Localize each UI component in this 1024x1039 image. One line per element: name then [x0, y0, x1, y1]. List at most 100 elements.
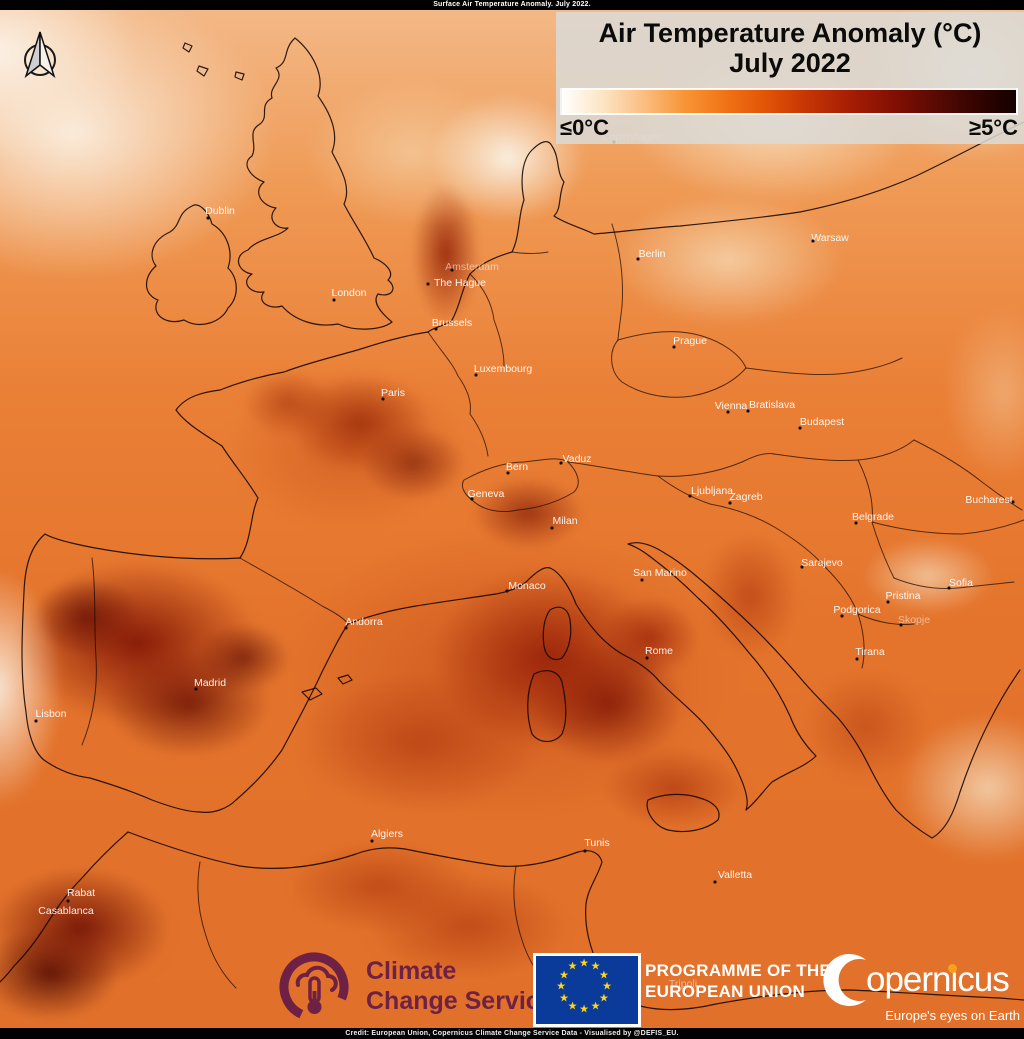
border-pyrenees	[239, 557, 349, 625]
city-label-tunis: Tunis	[584, 837, 610, 849]
coast-isles	[182, 42, 245, 81]
city-label-andorra: Andorra	[345, 616, 383, 628]
eu-star-icon: ★	[590, 1000, 601, 1013]
city-label-bern: Bern	[505, 461, 529, 473]
city-dot-bratislava	[746, 409, 750, 413]
legend-color-bar	[560, 88, 1018, 115]
eu-star-icon: ★	[598, 969, 609, 981]
eu-star-icon: ★	[556, 980, 566, 993]
city-dot-bern	[506, 471, 510, 475]
city-dot-vaduz	[559, 461, 563, 465]
coast-iberia	[21, 533, 349, 813]
climate-change-service-logo: Climate Change Service	[276, 945, 554, 1027]
city-label-warsaw: Warsaw	[811, 232, 849, 244]
copernicus-wordmark: opernicus	[866, 960, 1010, 999]
city-label-london: London	[331, 287, 367, 299]
city-label-the-hague: The Hague	[434, 277, 486, 289]
legend-box: Air Temperature Anomaly (°C) July 2022 ≤…	[556, 12, 1024, 144]
eu-star-icon: ★	[559, 969, 570, 981]
eu-programme-line2: EUROPEAN UNION	[645, 982, 806, 1001]
copernicus-crescent-icon	[823, 954, 866, 1006]
border-denmark-germany	[511, 251, 549, 254]
city-dot-zagreb	[728, 501, 732, 505]
coast-med-italy-balkans	[347, 542, 1021, 839]
border-portugal-spain	[81, 557, 97, 746]
city-label-budapest: Budapest	[799, 416, 845, 428]
city-label-milan: Milan	[552, 515, 578, 527]
city-dot-rabat	[66, 899, 70, 903]
eu-programme-text: PROGRAMME OF THE EUROPEAN UNION	[645, 960, 831, 1002]
top-title-bar: Surface Air Temperature Anomaly. July 20…	[0, 0, 1024, 10]
eu-star-icon: ★	[559, 992, 570, 1004]
eu-star-icon: ★	[590, 960, 601, 973]
eu-star-icon: ★	[579, 1003, 589, 1016]
border-romania-south	[871, 519, 1024, 535]
c3s-logo-text-line1: Climate	[366, 957, 457, 985]
city-label-amsterdam: Amsterdam	[445, 261, 499, 273]
border-hungary	[773, 439, 915, 462]
city-label-vaduz: Vaduz	[562, 453, 592, 465]
legend-range-labels: ≤0°C ≥5°C	[560, 115, 1018, 141]
credit-bar: Credit: European Union, Copernicus Clima…	[0, 1028, 1024, 1039]
city-label-tripoli: Tripoli	[668, 978, 698, 990]
city-dot-luxembourg	[474, 373, 478, 377]
city-dot-amsterdam	[450, 268, 454, 272]
coast-corsica	[542, 606, 572, 661]
city-dot-dublin	[206, 216, 210, 220]
city-dot-geneva	[470, 497, 474, 501]
eu-star-icon: ★	[567, 1000, 578, 1013]
border-bulgaria-greece	[893, 577, 1015, 589]
city-label-sarajevo: Sarajevo	[801, 557, 843, 569]
city-label-luxembourg: Luxembourg	[473, 363, 533, 375]
temperature-anomaly-map: Dublin London Amsterdam The Hague Brussels Lu…	[0, 10, 1024, 1028]
city-dot-lisbon	[34, 719, 38, 723]
border-germany-poland	[611, 223, 623, 341]
border-france-germany	[427, 331, 489, 457]
legend-max-label: ≥5°C	[969, 115, 1018, 140]
border-netherlands-germany	[469, 273, 505, 367]
legend-min-label: ≤0°C	[560, 115, 609, 140]
eu-programme-line1: PROGRAMME OF THE	[645, 961, 832, 980]
city-dot-andorra	[344, 626, 348, 630]
city-dot-ljubljana	[688, 494, 692, 498]
copernicus-logo: opernicus Europe's eyes on Earth	[820, 952, 1024, 1023]
city-label-algiers: Algiers	[370, 828, 404, 840]
city-dot-san-marino	[640, 578, 644, 582]
city-label-belgrade: Belgrade	[851, 511, 895, 523]
city-label-lisbon: Lisbon	[35, 708, 67, 720]
city-dot-the-hague	[426, 282, 430, 286]
city-dot-podgorica	[840, 614, 844, 618]
c3s-logo-text-line2: Change Service	[366, 987, 554, 1015]
city-label-pristina: Pristina	[885, 590, 921, 602]
city-dot-sarajevo	[800, 565, 804, 569]
border-czechia	[611, 331, 747, 398]
city-dot-belgrade	[854, 521, 858, 525]
city-label-monaco: Monaco	[508, 580, 546, 592]
city-label-vienna: Vienna	[714, 400, 748, 412]
legend-title: Air Temperature Anomaly (°C)	[598, 18, 982, 48]
eu-star-icon: ★	[602, 980, 612, 993]
city-label-paris: Paris	[381, 387, 405, 399]
coast-britain	[237, 37, 394, 330]
city-label-podgorica: Podgorica	[833, 604, 881, 616]
eu-star-icon: ★	[579, 957, 589, 970]
border-albania-macedonia	[825, 567, 915, 669]
city-label-dublin: Dublin	[205, 205, 235, 217]
coast-ireland	[145, 204, 237, 325]
city-label-bucharest: Bucharest	[965, 494, 1013, 506]
city-label-geneva: Geneva	[467, 488, 505, 500]
c3s-cloud-thermometer-icon	[279, 952, 349, 1022]
city-dot-sofia	[947, 586, 951, 590]
city-label-tirana: Tirana	[855, 646, 885, 658]
city-dot-monaco	[505, 589, 509, 593]
city-label-valletta: Valletta	[717, 869, 753, 881]
city-dot-tripoli	[682, 990, 686, 994]
city-dot-pristina	[886, 600, 890, 604]
city-dot-berlin	[636, 257, 640, 261]
city-dot-budapest	[798, 426, 802, 430]
city-dot-rome	[645, 656, 649, 660]
coast-morocco	[0, 831, 129, 983]
city-dot-prague	[672, 345, 676, 349]
coast-north-europe	[175, 121, 1024, 559]
